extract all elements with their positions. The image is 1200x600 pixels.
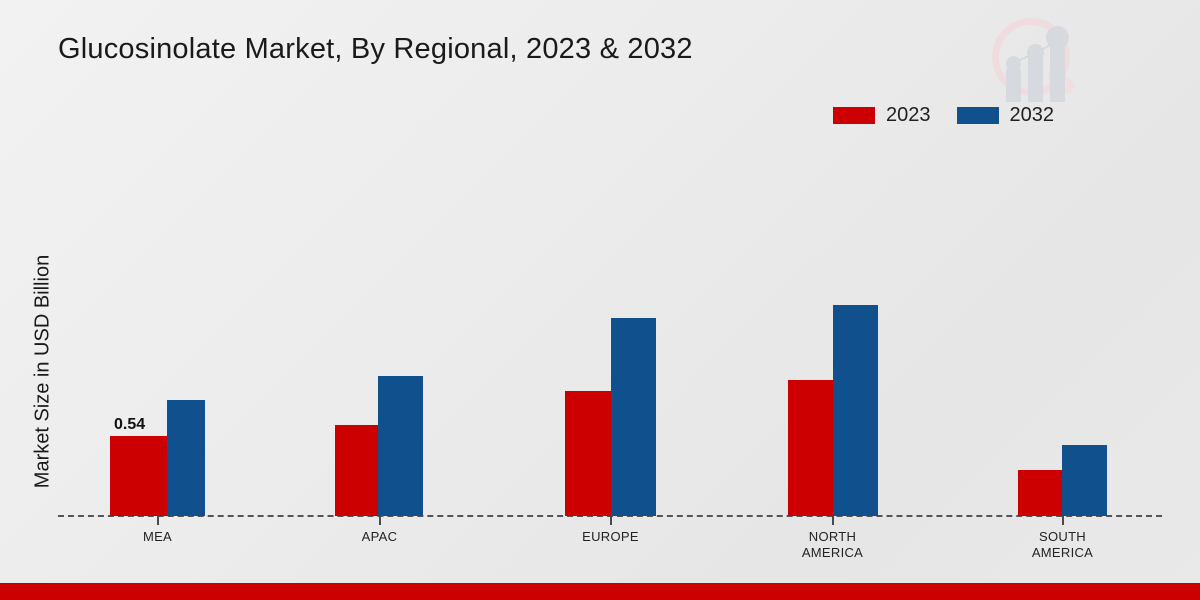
x-label-mea-line1: MEA — [142, 529, 173, 544]
bar-2023-south-america[interactable] — [1018, 470, 1062, 516]
bar-group-mea — [110, 400, 205, 516]
x-label-europe: EUROPE — [563, 529, 658, 545]
x-label-mea: MEA — [110, 529, 205, 545]
chart-title: Glucosinolate Market, By Regional, 2023 … — [58, 33, 693, 65]
x-label-apac-line1: APAC — [361, 529, 398, 544]
x-tick-north-america — [832, 516, 834, 525]
x-label-south-america: SOUTH AMERICA — [1015, 529, 1110, 561]
watermark-dot-small — [1006, 56, 1021, 71]
legend-swatch-2023 — [833, 107, 875, 124]
bar-group-north-america — [788, 305, 878, 516]
bar-group-south-america — [1018, 445, 1107, 516]
bar-group-europe — [565, 318, 656, 516]
legend-item-2032[interactable]: 2032 — [956, 104, 1055, 127]
bar-2023-apac[interactable] — [335, 425, 378, 516]
bar-2023-north-america[interactable] — [788, 380, 833, 516]
legend-swatch-2032 — [956, 107, 999, 124]
watermark-dot-medium — [1027, 44, 1044, 61]
bar-2032-europe[interactable] — [611, 318, 656, 516]
x-tick-south-america — [1062, 516, 1064, 525]
data-label-mea-2023: 0.54 — [114, 416, 146, 433]
chart-legend: 2023 2032 — [833, 104, 1054, 127]
watermark-bar-small — [1006, 68, 1021, 102]
watermark-dot-large — [1046, 26, 1069, 49]
bar-2032-apac[interactable] — [378, 376, 423, 516]
x-label-north-america-line2: AMERICA — [801, 545, 864, 560]
x-label-europe-line1: EUROPE — [582, 529, 639, 544]
legend-label-2032: 2032 — [1009, 104, 1055, 126]
legend-label-2023: 2023 — [886, 104, 931, 126]
x-tick-europe — [610, 516, 612, 525]
watermark-logo — [984, 12, 1094, 112]
x-label-south-america-line1: SOUTH — [1039, 529, 1086, 544]
bar-2023-europe[interactable] — [565, 391, 611, 516]
bar-2032-north-america[interactable] — [833, 305, 878, 516]
bar-2032-south-america[interactable] — [1062, 445, 1107, 516]
x-label-south-america-line2: AMERICA — [1031, 545, 1094, 560]
bar-2032-mea[interactable] — [167, 400, 205, 516]
x-label-north-america: NORTH AMERICA — [785, 529, 880, 561]
watermark-bar-large — [1050, 34, 1065, 102]
watermark-bar-medium — [1028, 50, 1043, 102]
bar-2023-mea[interactable] — [110, 436, 167, 516]
x-tick-apac — [379, 516, 381, 525]
x-tick-mea — [157, 516, 159, 525]
bar-group-apac — [335, 376, 423, 516]
footer-accent-stripe — [0, 583, 1200, 600]
legend-item-2023[interactable]: 2023 — [833, 104, 931, 127]
x-label-north-america-line1: NORTH — [808, 529, 857, 544]
x-label-apac: APAC — [332, 529, 427, 545]
